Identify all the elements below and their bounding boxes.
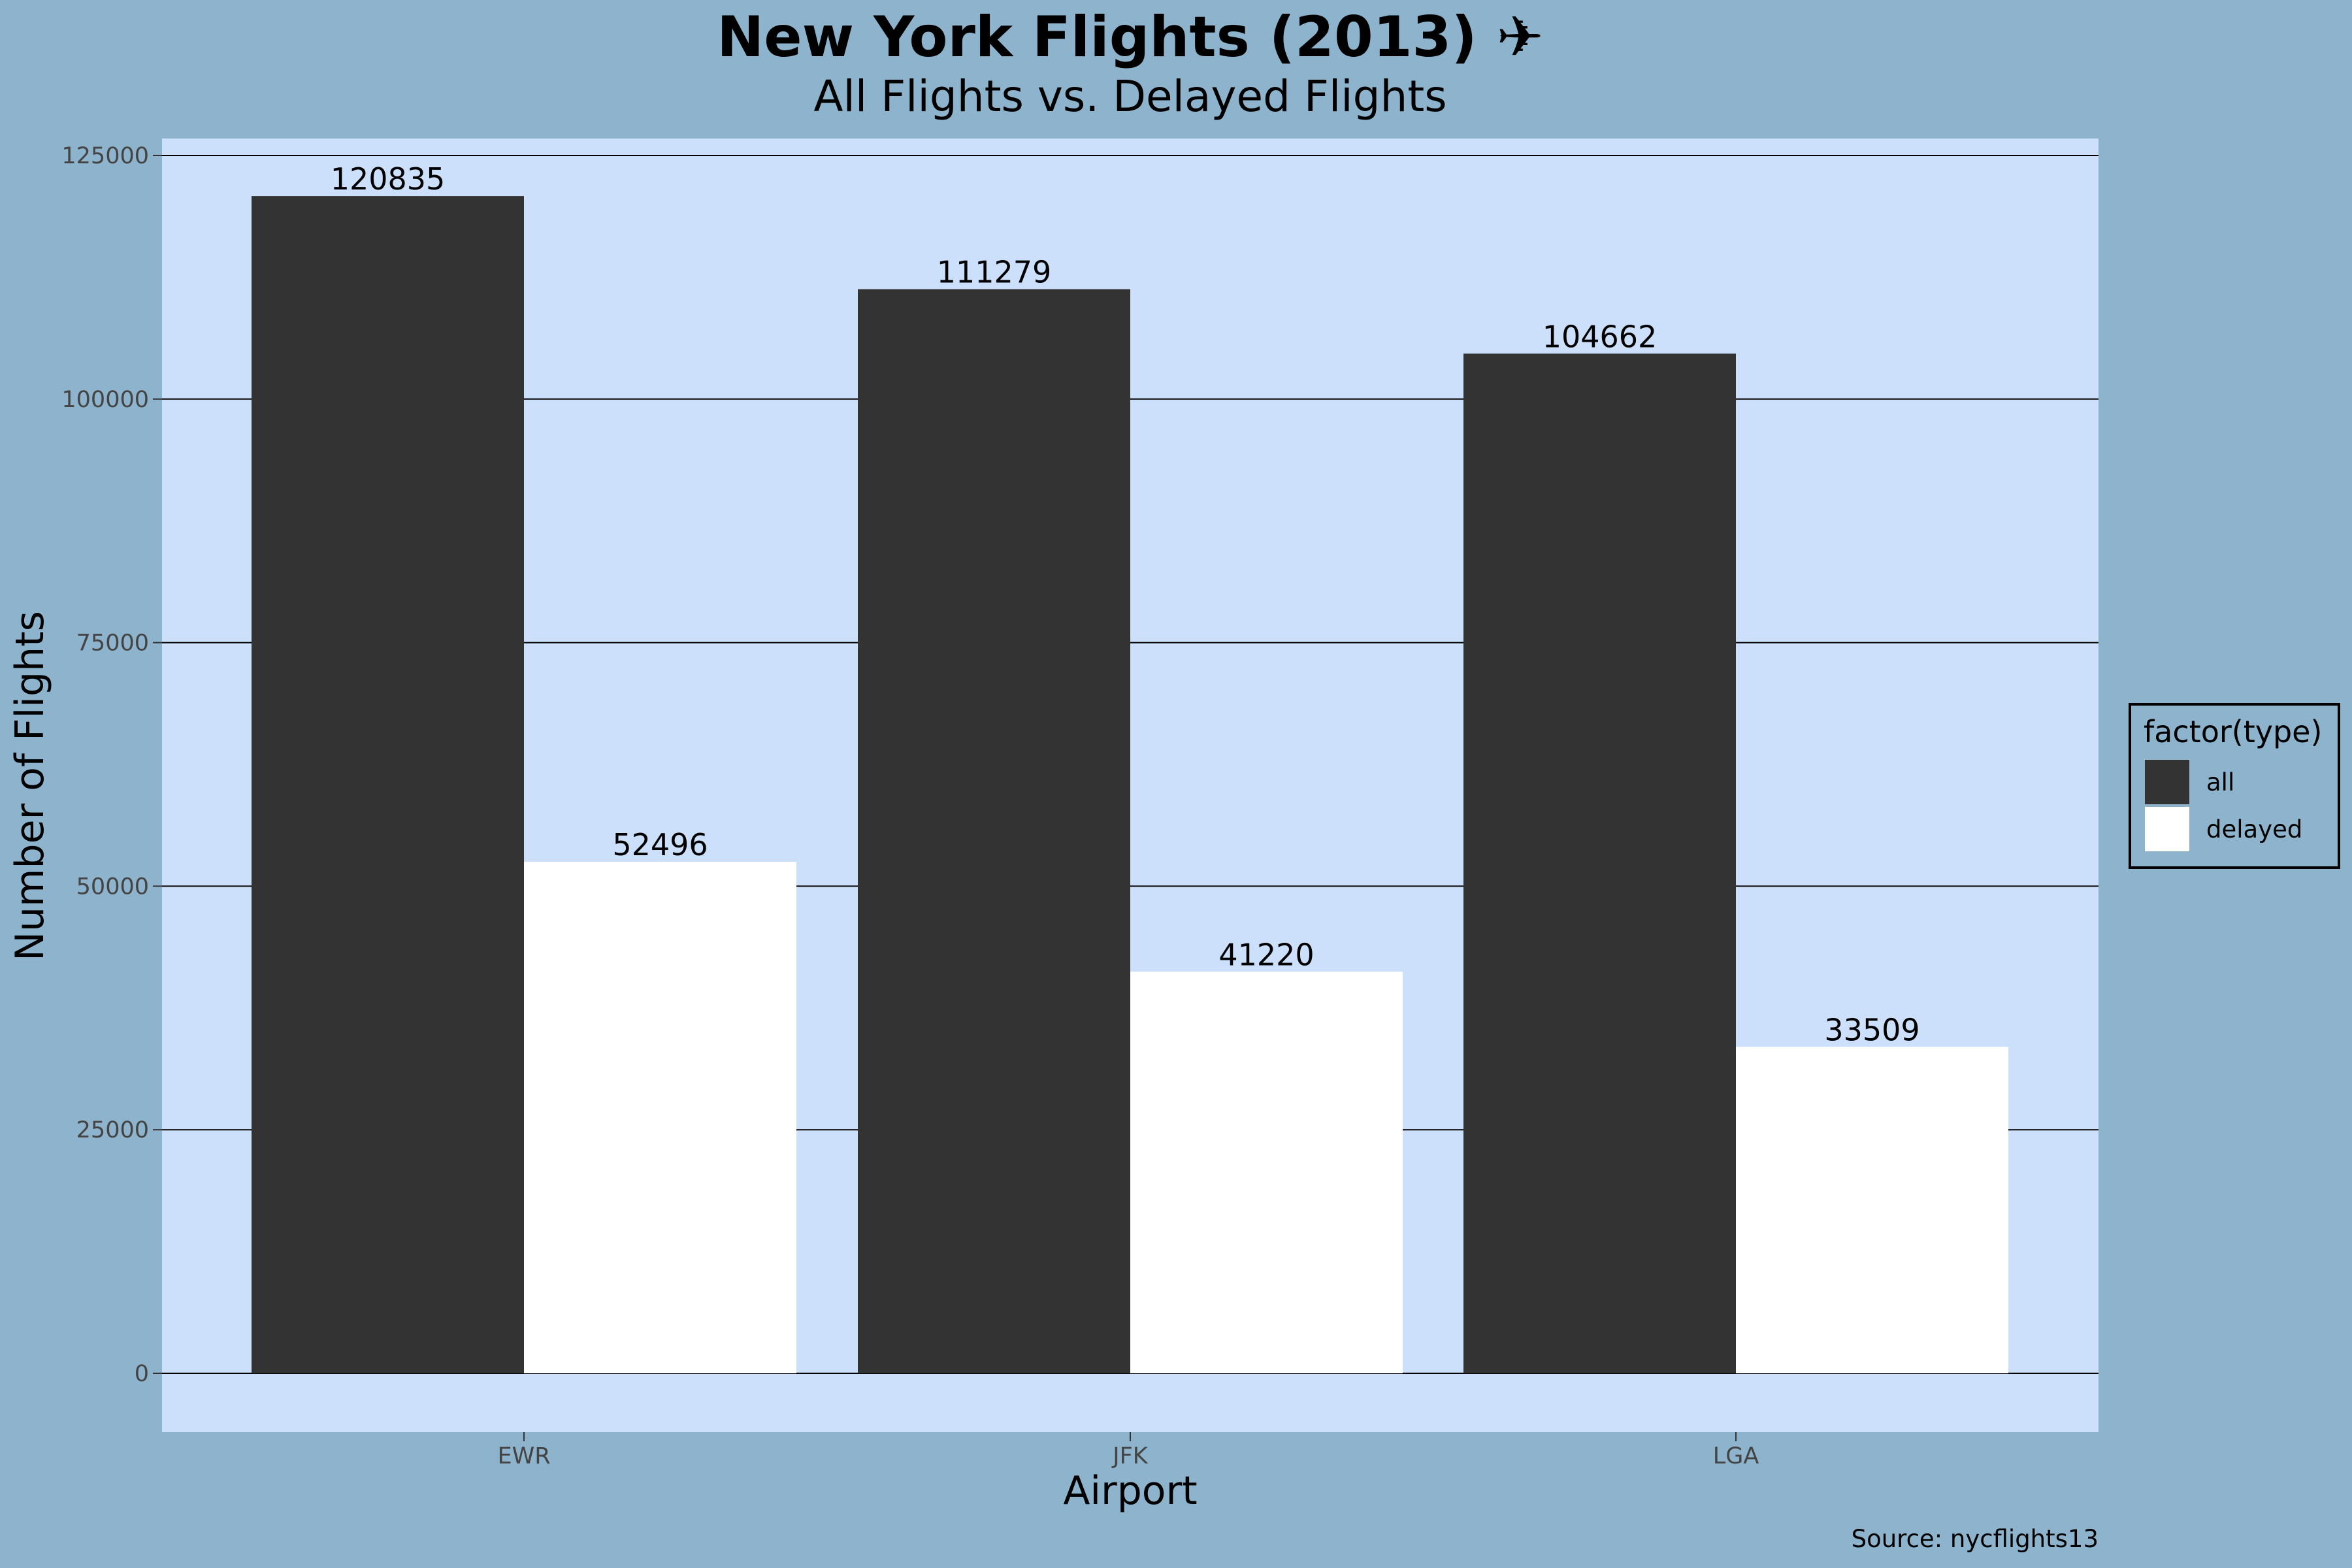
y-tick-label: 75000 <box>76 630 149 657</box>
x-tick-label: EWR <box>497 1443 550 1469</box>
legend-box <box>2129 703 2340 869</box>
legend-items: all delayed <box>2145 760 2302 851</box>
x-tick-label: LGA <box>1713 1443 1759 1469</box>
data-label-lga-all: 104662 <box>1543 319 1658 354</box>
data-label-lga-delayed: 33509 <box>1824 1012 1919 1047</box>
data-label-ewr-all: 120835 <box>331 161 446 197</box>
legend-label-delayed: delayed <box>2206 815 2302 843</box>
legend-label-all: all <box>2206 768 2234 796</box>
y-axis: 0 25000 50000 75000 100000 125000 <box>61 143 162 1387</box>
data-label-jfk-all: 111279 <box>937 255 1052 290</box>
y-tick-label: 50000 <box>76 874 149 900</box>
x-axis: EWR JFK LGA <box>497 1432 1759 1469</box>
data-label-jfk-delayed: 41220 <box>1218 937 1314 972</box>
bars <box>252 196 2008 1373</box>
legend-key-delayed <box>2145 807 2189 851</box>
data-label-ewr-delayed: 52496 <box>612 827 708 862</box>
legend-title: factor(type) <box>2144 714 2322 749</box>
bar-jfk-all <box>858 289 1130 1373</box>
bar-lga-delayed <box>1736 1047 2008 1373</box>
y-tick-label: 0 <box>135 1361 149 1387</box>
legend: factor(type) all delayed <box>2129 703 2340 869</box>
bar-lga-all <box>1463 353 1736 1373</box>
x-axis-title: Airport <box>1063 1468 1197 1514</box>
chart-title: New York Flights (2013) ✈ <box>717 5 1543 70</box>
chart-subtitle: All Flights vs. Delayed Flights <box>813 71 1446 122</box>
caption: Source: nycflights13 <box>1852 1525 2099 1553</box>
y-tick-label: 25000 <box>76 1117 149 1143</box>
data-labels: 120835 52496 111279 41220 104662 33509 <box>331 161 1920 1047</box>
bar-ewr-delayed <box>524 862 796 1373</box>
x-tick-label: JFK <box>1111 1443 1148 1469</box>
y-axis-title: Number of Flights <box>7 611 53 961</box>
bar-jfk-delayed <box>1130 972 1403 1373</box>
bar-ewr-all <box>252 196 524 1373</box>
legend-key-all <box>2145 760 2189 804</box>
y-tick-label: 100000 <box>61 387 149 413</box>
y-tick-label: 125000 <box>61 143 149 169</box>
